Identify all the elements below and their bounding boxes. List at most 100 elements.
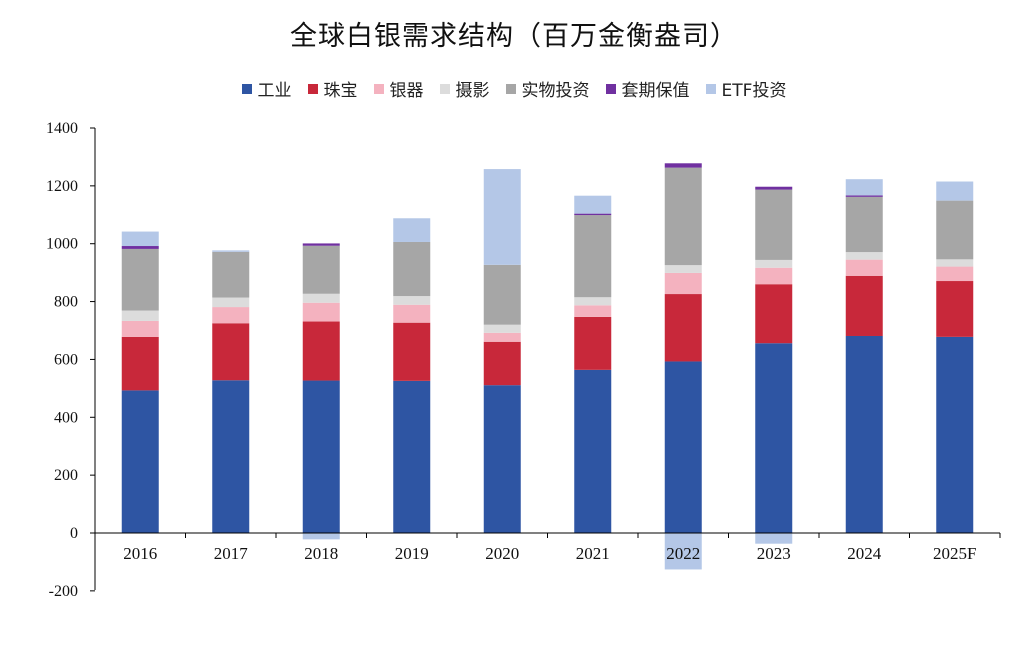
bar-segment — [755, 267, 793, 285]
bar-segment — [302, 321, 340, 381]
bar-segment — [574, 195, 612, 214]
y-tick-label: 200 — [54, 467, 78, 484]
bar-segment — [574, 316, 612, 370]
bar-segment — [483, 332, 521, 342]
y-tick-label: -200 — [49, 583, 78, 600]
bar-segment — [755, 284, 793, 344]
bars-layer — [121, 163, 974, 570]
legend-swatch — [439, 83, 450, 94]
bar-segment — [664, 361, 702, 533]
x-tick-label: 2025F — [933, 544, 976, 563]
bar-segment — [393, 241, 431, 297]
bar-segment — [302, 302, 340, 322]
legend-label: 摄影 — [455, 81, 490, 101]
legend-item-industrial: 工业 — [241, 76, 292, 101]
bar-segment — [483, 264, 521, 325]
bar-segment — [664, 163, 702, 168]
bar-segment — [845, 252, 883, 260]
legend-label: 实物投资 — [521, 81, 590, 101]
bar-segment — [212, 297, 250, 308]
bar-segment — [936, 281, 974, 337]
bar-segment — [393, 296, 431, 305]
legend-swatch — [705, 83, 716, 94]
y-tick-label: 1000 — [46, 236, 78, 253]
axes-layer: -200 0 200 400 600 800 1000 1200 1400 2016 2017 201… — [46, 120, 1001, 600]
bar-segment — [483, 324, 521, 333]
legend-item-silverware: 银器 — [373, 76, 424, 101]
y-tick-label: 400 — [54, 409, 78, 426]
bar-segment — [755, 343, 793, 533]
bar-segment — [574, 305, 612, 317]
bar-segment — [574, 297, 612, 306]
bar-segment — [755, 189, 793, 260]
bar-segment — [845, 196, 883, 253]
bar-segment — [212, 323, 250, 381]
bar-segment — [393, 304, 431, 323]
bar-segment — [755, 186, 793, 190]
bar-segment — [302, 245, 340, 294]
y-tick-label: 800 — [54, 294, 78, 311]
x-tick-label: 2022 — [666, 544, 700, 563]
legend: 工业 珠宝 银器 摄影 实物投资 套期保值 ETF投资 — [0, 76, 1028, 101]
bar-segment — [845, 195, 883, 197]
bar-segment — [664, 272, 702, 295]
bar-segment — [936, 266, 974, 282]
bar-segment — [393, 380, 431, 533]
legend-swatch — [373, 83, 384, 94]
legend-swatch — [505, 83, 516, 94]
bar-segment — [302, 533, 340, 540]
legend-item-jewelry: 珠宝 — [307, 76, 358, 101]
legend-item-etf: ETF投资 — [705, 76, 787, 101]
legend-item-photography: 摄影 — [439, 76, 490, 101]
bar-segment — [121, 248, 159, 311]
bar-segment — [212, 251, 250, 298]
legend-label: 珠宝 — [323, 81, 358, 101]
x-tick-label: 2016 — [123, 544, 157, 563]
bar-segment — [393, 322, 431, 381]
bar-segment — [936, 336, 974, 533]
bar-segment — [121, 310, 159, 321]
bar-segment — [845, 275, 883, 336]
legend-swatch — [605, 83, 616, 94]
bar-segment — [574, 215, 612, 298]
bar-segment — [121, 320, 159, 337]
bar-segment — [121, 231, 159, 247]
x-tick-label: 2018 — [304, 544, 338, 563]
bar-segment — [664, 167, 702, 266]
bar-segment — [755, 533, 793, 544]
bar-segment — [664, 533, 702, 570]
y-tick-label: 0 — [70, 525, 78, 542]
bar-segment — [483, 341, 521, 386]
bar-segment — [664, 265, 702, 273]
bar-segment — [121, 390, 159, 533]
x-tick-label: 2021 — [576, 544, 610, 563]
legend-label: ETF投资 — [721, 81, 787, 101]
x-tick-label: 2023 — [757, 544, 791, 563]
bar-segment — [212, 307, 250, 324]
bar-segment — [664, 294, 702, 362]
x-tick-label: 2017 — [214, 544, 249, 563]
bar-segment — [212, 250, 250, 252]
legend-label: 套期保值 — [621, 81, 690, 101]
bar-segment — [755, 259, 793, 268]
bar-segment — [302, 243, 340, 246]
bar-segment — [845, 259, 883, 276]
x-tick-label: 2019 — [395, 544, 429, 563]
bar-segment — [936, 259, 974, 267]
legend-item-hedging: 套期保值 — [605, 76, 690, 101]
y-tick-label: 1200 — [46, 178, 78, 195]
bar-segment — [936, 200, 974, 260]
bar-segment — [393, 218, 431, 242]
legend-label: 银器 — [389, 81, 424, 101]
bar-segment — [302, 380, 340, 533]
chart-title: 全球白银需求结构（百万金衡盎司） — [290, 21, 738, 52]
bar-segment — [212, 380, 250, 533]
legend-item-physical-investment: 实物投资 — [505, 76, 590, 101]
y-tick-label: 600 — [54, 351, 78, 368]
legend-swatch — [241, 83, 252, 94]
bar-segment — [483, 169, 521, 265]
bar-segment — [121, 246, 159, 249]
bar-segment — [121, 336, 159, 391]
bar-segment — [574, 369, 612, 533]
